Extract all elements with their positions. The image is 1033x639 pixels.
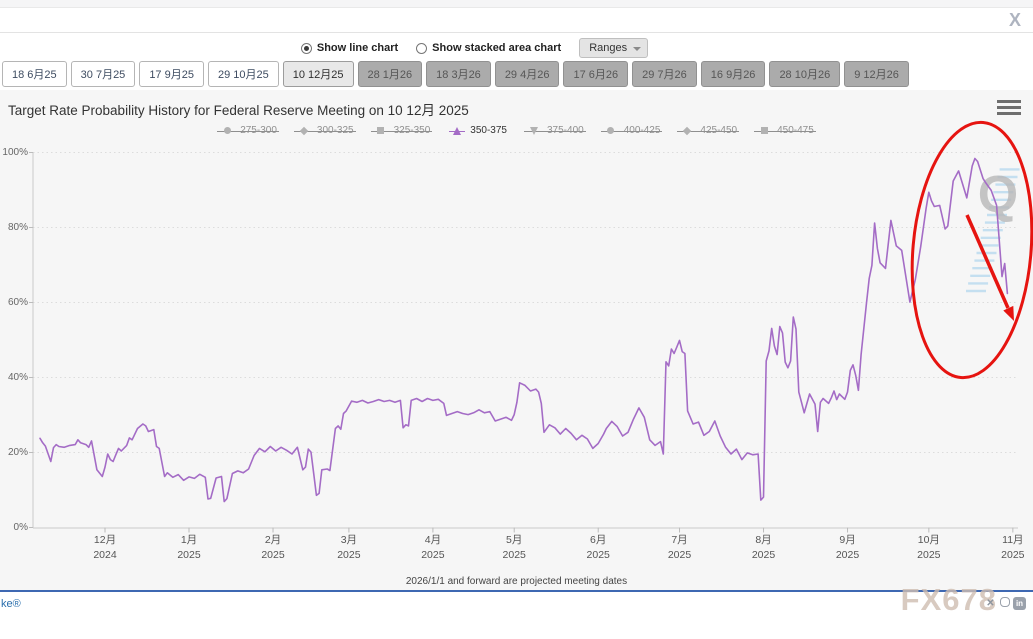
triangle-marker-icon [449, 126, 466, 136]
x-axis-tick-label: 10月 2025 [917, 534, 941, 561]
radio-unselected-icon[interactable] [416, 42, 428, 54]
chart-menu-icon[interactable] [997, 100, 1021, 117]
circle-marker-icon [219, 126, 235, 136]
x-axis-tick-label: 6月 2025 [586, 534, 610, 561]
square-marker-icon [373, 126, 389, 136]
legend-item[interactable]: 325-350 [370, 125, 433, 136]
chart-legend: 275-300 300-325 325-350 350-375 375-400 400-4… [0, 125, 1033, 136]
y-axis-tick-label: 0% [13, 521, 28, 533]
red-arrow-shaft [965, 214, 1010, 309]
x-icon[interactable]: ✕ [986, 598, 995, 609]
linkedin-icon[interactable]: in [1013, 597, 1026, 610]
chart-title: Target Rate Probability History for Fede… [8, 103, 469, 118]
x-axis-tick-label: 3月 2025 [337, 534, 361, 561]
x-axis-tick-label: 12月 2024 [93, 534, 117, 561]
meeting-tab[interactable]: 28 10月26 [769, 61, 841, 87]
x-axis-tick-label: 9月 2025 [835, 534, 860, 561]
meeting-tab[interactable]: 18 3月26 [426, 61, 491, 87]
meeting-tabs: 18 6月25 30 7月25 17 9月25 29 10月25 10 12月25 28 … [2, 61, 1031, 88]
social-icons: ✕ in [984, 597, 1026, 610]
meeting-tab[interactable]: 29 7月26 [632, 61, 697, 87]
camera-icon[interactable] [1000, 597, 1010, 607]
plot-area: Q [29, 120, 1033, 533]
radio-selected-icon[interactable] [300, 42, 312, 54]
meeting-tab[interactable]: 17 9月25 [139, 61, 204, 87]
legend-item[interactable]: 425-450 [677, 125, 739, 136]
meeting-tab[interactable]: 29 4月26 [494, 61, 560, 87]
legend-item[interactable]: 450-475 [754, 125, 816, 136]
chart-controls: Show line chart Show stacked area chart … [300, 38, 649, 58]
square-marker-icon [756, 126, 772, 136]
chart-footnote: 2026/1/1 and forward are projected meeti… [405, 576, 628, 587]
top-strip [0, 0, 1033, 8]
fx678-watermark: FX678 [900, 582, 997, 617]
radio-show-stacked-area-chart[interactable]: Show stacked area chart [416, 42, 561, 54]
legend-item[interactable]: 400-425 [600, 125, 663, 136]
meeting-tab[interactable]: 30 7月25 [70, 61, 136, 87]
meeting-tab[interactable]: 28 1月26 [357, 61, 423, 87]
y-axis-tick-label: 100% [2, 146, 28, 158]
y-axis-tick-label: 20% [7, 446, 28, 458]
ranges-label: Ranges [589, 42, 628, 54]
x-axis-tick-label: 1月 2025 [177, 534, 201, 561]
chart-widget: Target Rate Probability History for Fede… [0, 90, 1033, 592]
legend-item[interactable]: 275-300 [217, 125, 279, 136]
meeting-tab[interactable]: 17 6月26 [563, 61, 629, 87]
legend-label: 350-375 [470, 125, 507, 136]
red-ellipse-annotation [910, 120, 1033, 380]
probability-line-350-375 [39, 157, 1009, 503]
x-axis-tick-label: 2月 2025 [261, 534, 285, 561]
radio-line-label: Show line chart [316, 42, 399, 54]
provider-text-cutoff: ke® [1, 598, 21, 610]
radio-area-label: Show stacked area chart [432, 42, 562, 54]
ranges-dropdown[interactable]: Ranges [579, 38, 649, 58]
x-axis-tick-label: 5月 2025 [502, 534, 526, 561]
red-arrow-head [1003, 305, 1014, 321]
legend-item[interactable]: 375-400 [524, 125, 586, 136]
circle-marker-icon [603, 126, 619, 136]
meeting-tab[interactable]: 10 12月25 [282, 61, 354, 87]
x-axis-tick-label: 11月 2025 [1001, 534, 1025, 561]
meeting-tab[interactable]: 29 10月25 [207, 61, 279, 87]
radio-show-line-chart[interactable]: Show line chart [300, 42, 399, 54]
meeting-tab[interactable]: 9 12月26 [844, 61, 909, 87]
triangle-down-marker-icon [526, 126, 542, 136]
x-axis-tick-label: 7月 2025 [667, 534, 692, 561]
lightbox-titlebar: X [0, 8, 1033, 33]
y-axis-tick-label: 80% [7, 221, 28, 233]
legend-item[interactable]: 300-325 [293, 125, 356, 136]
legend-item[interactable]: 350-375 [447, 125, 509, 136]
close-icon[interactable]: X [1008, 10, 1021, 30]
meeting-tab[interactable]: 16 9月26 [700, 61, 766, 87]
y-axis-tick-label: 40% [7, 371, 28, 383]
meeting-tab[interactable]: 18 6月25 [2, 61, 67, 87]
x-axis-tick-label: 4月 2025 [421, 534, 445, 561]
chevron-down-icon [633, 47, 642, 51]
chart-controls-row: Show line chart Show stacked area chart … [0, 36, 1033, 60]
x-axis-tick-label: 8月 2025 [751, 534, 776, 561]
y-axis-tick-label: 60% [7, 296, 28, 308]
